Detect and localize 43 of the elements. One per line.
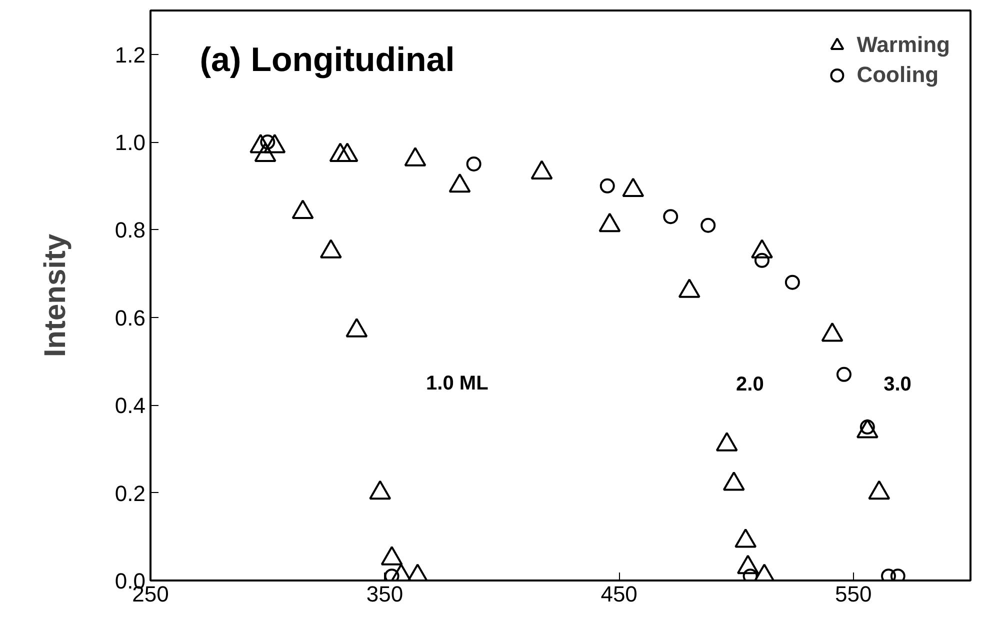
y-tick-label: 1.2	[114, 42, 146, 68]
point	[448, 173, 471, 193]
point	[753, 564, 776, 580]
point	[734, 528, 757, 548]
point	[390, 564, 412, 580]
text: (a) Longitudinal	[200, 40, 455, 79]
y-axis-title: Intensity	[38, 234, 72, 358]
annotation: 1.0 ML	[426, 372, 488, 394]
point	[346, 318, 368, 338]
point	[320, 239, 342, 258]
x-tick-label: 350	[366, 582, 404, 606]
x-tick-label: 550	[835, 582, 872, 606]
y-tick-label: 0.8	[114, 218, 146, 243]
point	[856, 418, 878, 438]
x-tick-label: 450	[600, 582, 638, 606]
point	[722, 471, 745, 491]
y-tick-label: 1.0	[114, 130, 146, 156]
point	[736, 554, 759, 574]
point	[530, 160, 553, 180]
legend-label: Cooling	[856, 62, 939, 88]
point	[336, 142, 358, 162]
point	[250, 134, 272, 154]
point	[622, 178, 644, 198]
point	[254, 142, 276, 162]
y-tick-label: 0.2	[114, 480, 146, 506]
point	[404, 147, 426, 166]
annotation: 3.0	[884, 373, 912, 396]
point	[678, 278, 700, 298]
point	[868, 480, 890, 500]
annotation: 2.0	[736, 373, 764, 396]
point	[406, 564, 429, 580]
y-tick-label: 0.6	[114, 305, 146, 330]
point	[329, 142, 352, 162]
point	[369, 480, 392, 500]
point	[264, 134, 286, 154]
point	[292, 200, 314, 219]
point	[598, 212, 621, 232]
point	[750, 239, 773, 258]
point	[716, 432, 738, 452]
point	[380, 546, 403, 566]
point	[821, 322, 844, 342]
y-tick-label: 0.4	[114, 393, 146, 418]
legend-label: Warming	[856, 32, 950, 58]
